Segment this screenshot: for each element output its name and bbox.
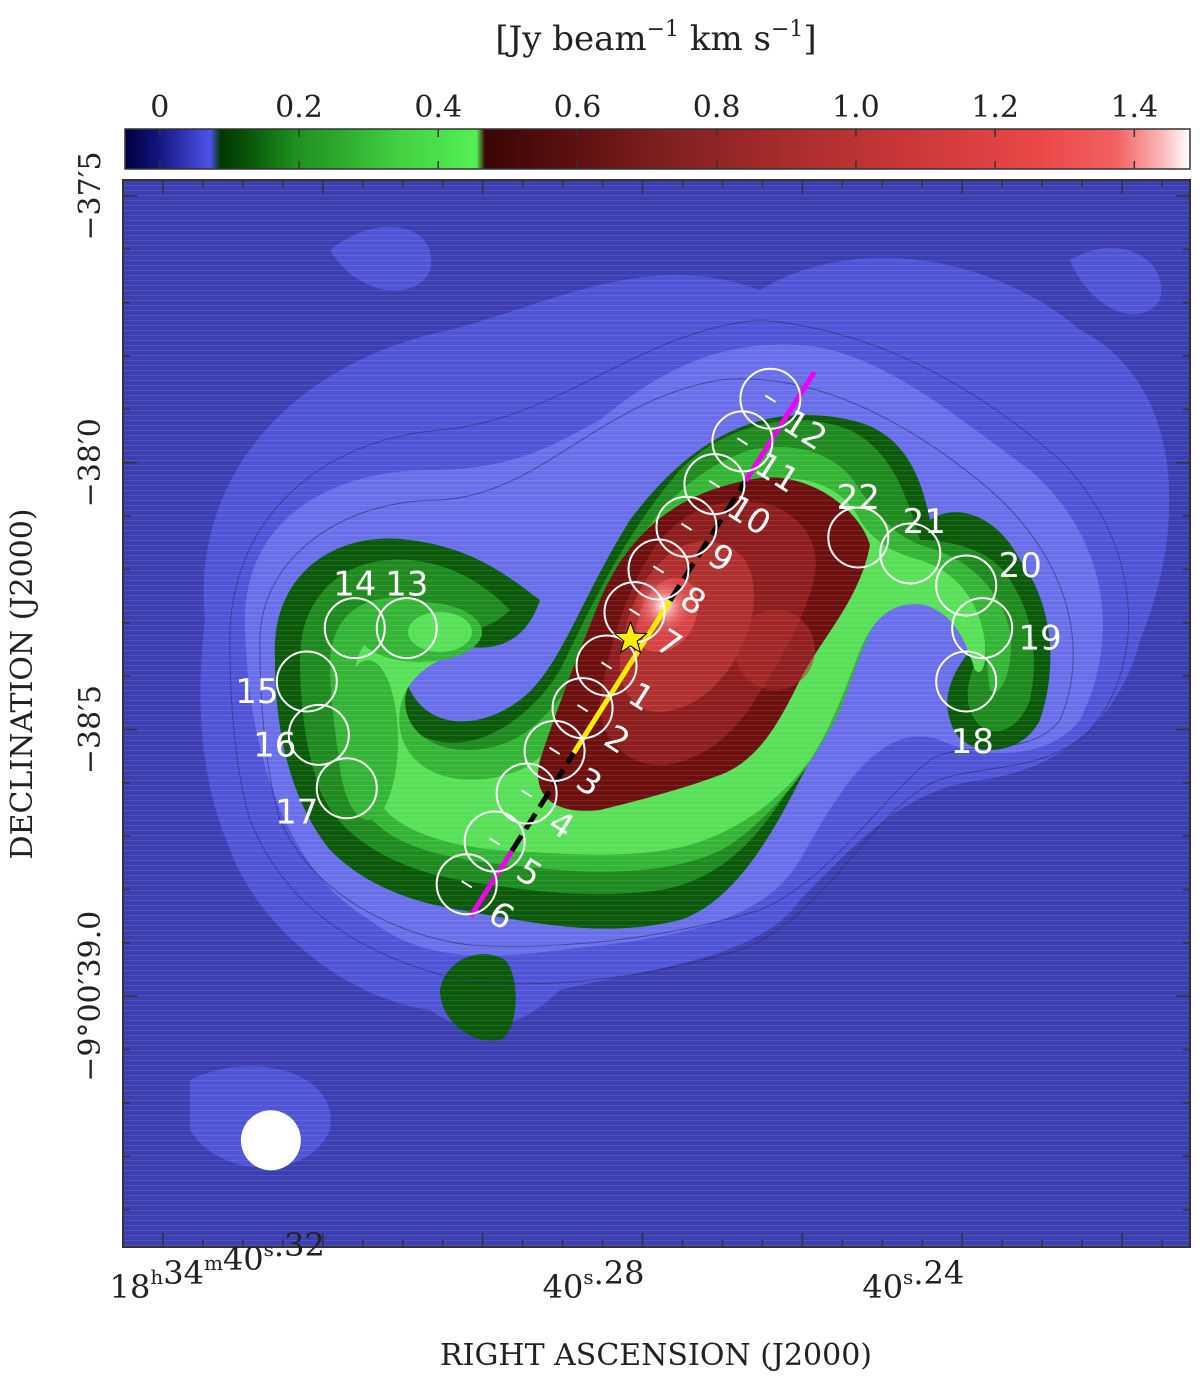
x-tick-label-part: 18 [110,1268,151,1306]
x-tick-label-part: 40 [223,1240,264,1278]
colorbar-tick-label: 0.6 [554,90,602,125]
aperture-13-label: 13 [385,565,428,605]
aperture-15-label: 15 [235,672,278,712]
y-tick-label: −38′5 [73,685,108,774]
colorbar-tick-label: 1.4 [1110,90,1158,125]
aperture-13-circle [375,597,438,660]
aperture-11-tick [736,437,749,446]
colorbar-tick-label: 0.4 [414,90,462,125]
x-tick-label: 40s.28 [543,1254,645,1306]
aperture-4-tick [521,789,533,798]
y-tick-label: −9°00′39.0 [73,911,108,1082]
frame-ticks [123,180,1190,1247]
aperture-16-circle [287,703,350,766]
aperture-12-tick [764,394,777,403]
aperture-10-tick [708,480,721,489]
aperture-9-tick [680,522,693,531]
aperture-21-circle [879,522,942,585]
colorbar-unit-exp2: −1 [771,17,803,42]
aperture-7-tick [628,608,641,617]
aperture-2-tick [576,704,589,713]
map-frame [122,179,1191,1248]
x-tick-label-part: s [264,1237,274,1261]
aperture-6-circle [435,853,498,916]
y-axis-label: DECLINATION (J2000) [5,509,40,860]
aperture-14-circle [323,597,386,660]
outflow-mid-south [509,751,576,853]
colorbar: [Jy beam−1 km s−1] 0 0.2 0.4 0.6 0.8 1.0 1.2 1.… [124,17,1191,170]
aperture-1-tick [600,661,613,670]
x-tick-label-part: s [903,1265,913,1289]
x-tick-label: 18h34m40s.32 [110,1226,325,1306]
colorbar-scale [124,128,1191,170]
colorbar-ticks: 0 0.2 0.4 0.6 0.8 1.0 1.2 1.4 [150,90,1158,169]
aperture-21-label: 21 [903,502,946,542]
aperture-18-circle [935,650,998,713]
colorbar-tick-label: 0.8 [693,90,741,125]
colorbar-tick-label: 1.0 [832,90,880,125]
y-tick-labels: −37′5 −38′0 −38′5 −9°00′39.0 [73,151,108,1081]
aperture-8-tick [652,565,665,574]
x-tick-label-part: 34 [163,1254,204,1292]
aperture-6-tick [461,880,473,889]
aperture-15-circle [275,650,338,713]
x-tick-label-part: .28 [594,1254,645,1292]
aperture-5-tick [489,837,501,846]
colorbar-unit-exp1: −1 [647,17,679,42]
aperture-17-circle [315,757,378,820]
x-tick-label-part: 40 [543,1268,584,1306]
aperture-18-label: 18 [951,722,994,762]
y-tick-label: −38′0 [73,418,108,507]
aperture-17-label: 17 [275,793,318,833]
x-tick-label-part: s [583,1265,593,1289]
aperture-14-label: 14 [333,565,376,605]
x-tick-label-part: 40 [862,1268,903,1306]
colorbar-tick-label: 1.2 [971,90,1019,125]
colorbar-unit-open: [Jy beam [495,19,646,59]
colorbar-unit-close: ] [803,19,816,59]
x-axis-label: RIGHT ASCENSION (J2000) [440,1338,872,1373]
x-tick-label-part: .24 [913,1254,964,1292]
outflow-outer-south [468,849,515,918]
aperture-22-label: 22 [837,478,880,518]
aperture-20-circle [935,554,998,617]
aperture-22-circle [827,506,890,569]
x-tick-label-part: .32 [274,1226,325,1264]
outflow-inner [571,599,673,755]
aperture-4-circle [495,762,558,825]
colorbar-tick-label: 0.2 [275,90,323,125]
aperture-19-circle [951,597,1014,660]
x-tick-label-part: h [150,1265,163,1289]
aperture-12-circle [739,367,802,430]
protostar-star-icon [613,620,649,654]
x-tick-label-part: m [204,1251,223,1275]
y-tick-label: −37′5 [73,151,108,240]
aperture-16-label: 16 [253,725,296,765]
beam-ellipse [240,1110,301,1171]
markers [240,620,649,1171]
aperture-1-circle [575,634,638,697]
colorbar-tick-label: 0 [150,90,169,125]
aperture-19-label: 19 [1019,619,1062,659]
aperture-3-tick [548,746,561,755]
scanline-texture [123,180,1190,1247]
x-tick-label: 40s.24 [862,1254,964,1306]
colorbar-unit-label: [Jy beam−1 km s−1] [495,17,816,59]
aperture-20-label: 20 [999,546,1042,586]
colorbar-unit-mid: km s [679,19,771,59]
outflow-mid-north [667,479,748,602]
